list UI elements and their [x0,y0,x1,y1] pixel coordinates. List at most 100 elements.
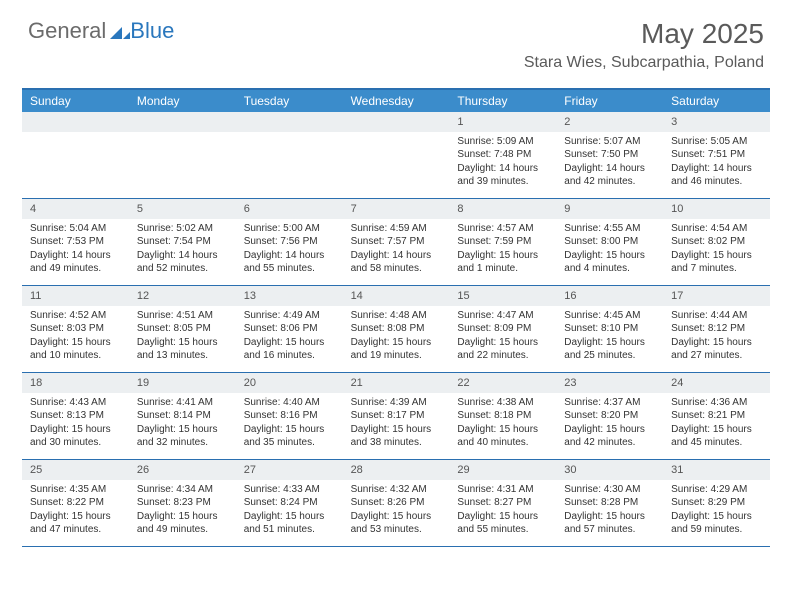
daylight-text: Daylight: 15 hours and 47 minutes. [30,510,121,537]
day-body: Sunrise: 4:29 AMSunset: 8:29 PMDaylight:… [663,480,770,543]
sunrise-text: Sunrise: 4:45 AM [564,309,655,323]
sunrise-text: Sunrise: 4:54 AM [671,222,762,236]
day-body: Sunrise: 5:00 AMSunset: 7:56 PMDaylight:… [236,219,343,282]
day-number: 24 [663,373,770,393]
daylight-text: Daylight: 15 hours and 16 minutes. [244,336,335,363]
sunset-text: Sunset: 8:13 PM [30,409,121,423]
day-cell: 14Sunrise: 4:48 AMSunset: 8:08 PMDayligh… [343,286,450,372]
title-block: May 2025 Stara Wies, Subcarpathia, Polan… [524,18,764,72]
sunset-text: Sunset: 7:54 PM [137,235,228,249]
day-body: Sunrise: 4:40 AMSunset: 8:16 PMDaylight:… [236,393,343,456]
sunrise-text: Sunrise: 4:31 AM [457,483,548,497]
day-number: 30 [556,460,663,480]
day-number: 15 [449,286,556,306]
day-number: 4 [22,199,129,219]
day-number: 6 [236,199,343,219]
sunset-text: Sunset: 7:51 PM [671,148,762,162]
daylight-text: Daylight: 15 hours and 57 minutes. [564,510,655,537]
sunrise-text: Sunrise: 4:35 AM [30,483,121,497]
day-body: Sunrise: 4:51 AMSunset: 8:05 PMDaylight:… [129,306,236,369]
daylight-text: Daylight: 15 hours and 10 minutes. [30,336,121,363]
daylight-text: Daylight: 15 hours and 19 minutes. [351,336,442,363]
day-cell: . [343,112,450,198]
day-cell: 28Sunrise: 4:32 AMSunset: 8:26 PMDayligh… [343,460,450,546]
sunset-text: Sunset: 8:21 PM [671,409,762,423]
day-number: 17 [663,286,770,306]
day-body: Sunrise: 4:31 AMSunset: 8:27 PMDaylight:… [449,480,556,543]
daylight-text: Daylight: 15 hours and 51 minutes. [244,510,335,537]
sunrise-text: Sunrise: 4:39 AM [351,396,442,410]
sunset-text: Sunset: 8:28 PM [564,496,655,510]
day-number: 22 [449,373,556,393]
brand-part2: Blue [130,18,174,44]
sunset-text: Sunset: 7:59 PM [457,235,548,249]
day-cell: 2Sunrise: 5:07 AMSunset: 7:50 PMDaylight… [556,112,663,198]
sunset-text: Sunset: 8:09 PM [457,322,548,336]
day-body: Sunrise: 4:30 AMSunset: 8:28 PMDaylight:… [556,480,663,543]
sunrise-text: Sunrise: 5:04 AM [30,222,121,236]
sunset-text: Sunset: 7:48 PM [457,148,548,162]
sunset-text: Sunset: 8:10 PM [564,322,655,336]
sunrise-text: Sunrise: 4:51 AM [137,309,228,323]
daylight-text: Daylight: 15 hours and 35 minutes. [244,423,335,450]
day-cell: . [129,112,236,198]
day-cell: 12Sunrise: 4:51 AMSunset: 8:05 PMDayligh… [129,286,236,372]
page-header: General Blue May 2025 Stara Wies, Subcar… [0,0,792,80]
daylight-text: Daylight: 14 hours and 58 minutes. [351,249,442,276]
day-cell: 24Sunrise: 4:36 AMSunset: 8:21 PMDayligh… [663,373,770,459]
day-body: Sunrise: 4:35 AMSunset: 8:22 PMDaylight:… [22,480,129,543]
sunrise-text: Sunrise: 4:57 AM [457,222,548,236]
day-number: 8 [449,199,556,219]
day-cell: . [22,112,129,198]
day-cell: 13Sunrise: 4:49 AMSunset: 8:06 PMDayligh… [236,286,343,372]
day-cell: 19Sunrise: 4:41 AMSunset: 8:14 PMDayligh… [129,373,236,459]
day-number: 7 [343,199,450,219]
daylight-text: Daylight: 14 hours and 46 minutes. [671,162,762,189]
day-number: 11 [22,286,129,306]
day-number: 25 [22,460,129,480]
day-cell: 29Sunrise: 4:31 AMSunset: 8:27 PMDayligh… [449,460,556,546]
day-number: . [22,112,129,132]
sunrise-text: Sunrise: 4:43 AM [30,396,121,410]
title-month: May 2025 [524,18,764,50]
day-body: Sunrise: 4:33 AMSunset: 8:24 PMDaylight:… [236,480,343,543]
daylight-text: Daylight: 15 hours and 59 minutes. [671,510,762,537]
day-body: Sunrise: 4:38 AMSunset: 8:18 PMDaylight:… [449,393,556,456]
week-row: 25Sunrise: 4:35 AMSunset: 8:22 PMDayligh… [22,460,770,547]
day-cell: 23Sunrise: 4:37 AMSunset: 8:20 PMDayligh… [556,373,663,459]
sunset-text: Sunset: 8:23 PM [137,496,228,510]
day-body: Sunrise: 4:57 AMSunset: 7:59 PMDaylight:… [449,219,556,282]
sunrise-text: Sunrise: 4:52 AM [30,309,121,323]
daylight-text: Daylight: 14 hours and 39 minutes. [457,162,548,189]
daylight-text: Daylight: 15 hours and 42 minutes. [564,423,655,450]
brand-logo: General Blue [28,18,174,44]
day-cell: 4Sunrise: 5:04 AMSunset: 7:53 PMDaylight… [22,199,129,285]
sunset-text: Sunset: 8:16 PM [244,409,335,423]
day-cell: 10Sunrise: 4:54 AMSunset: 8:02 PMDayligh… [663,199,770,285]
dow-sunday: Sunday [22,90,129,112]
dow-monday: Monday [129,90,236,112]
daylight-text: Daylight: 15 hours and 40 minutes. [457,423,548,450]
day-number: . [343,112,450,132]
day-body: Sunrise: 4:39 AMSunset: 8:17 PMDaylight:… [343,393,450,456]
day-cell: 22Sunrise: 4:38 AMSunset: 8:18 PMDayligh… [449,373,556,459]
sunrise-text: Sunrise: 4:32 AM [351,483,442,497]
daylight-text: Daylight: 15 hours and 7 minutes. [671,249,762,276]
daylight-text: Daylight: 14 hours and 55 minutes. [244,249,335,276]
sunset-text: Sunset: 7:56 PM [244,235,335,249]
day-number: 21 [343,373,450,393]
sunrise-text: Sunrise: 4:30 AM [564,483,655,497]
sunrise-text: Sunrise: 4:47 AM [457,309,548,323]
sunrise-text: Sunrise: 4:59 AM [351,222,442,236]
day-body: Sunrise: 5:04 AMSunset: 7:53 PMDaylight:… [22,219,129,282]
dow-saturday: Saturday [663,90,770,112]
sunset-text: Sunset: 8:18 PM [457,409,548,423]
day-number: 29 [449,460,556,480]
brand-mark-icon [110,19,130,45]
sunrise-text: Sunrise: 4:41 AM [137,396,228,410]
brand-part1: General [28,18,106,44]
dow-friday: Friday [556,90,663,112]
day-number: 12 [129,286,236,306]
day-number: 1 [449,112,556,132]
day-cell: 5Sunrise: 5:02 AMSunset: 7:54 PMDaylight… [129,199,236,285]
